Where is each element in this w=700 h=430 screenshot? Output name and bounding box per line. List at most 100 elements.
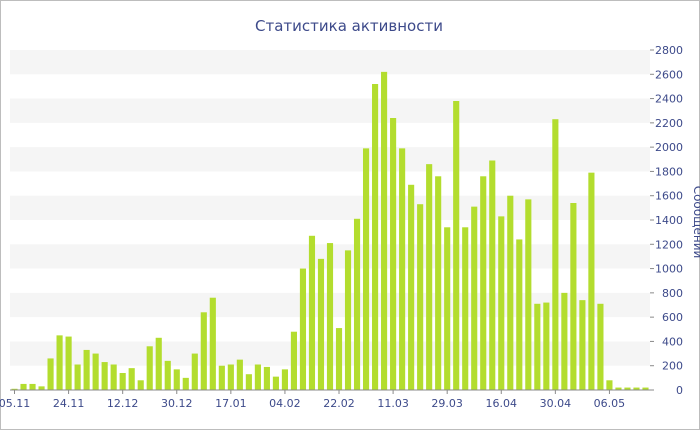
bar — [56, 335, 63, 390]
y-axis-label: Сообщений — [691, 186, 700, 259]
bar — [507, 195, 514, 390]
bar — [74, 364, 81, 390]
x-tick-label: 05.11 — [0, 397, 30, 410]
bar — [173, 369, 180, 390]
x-tick-label: 30.04 — [540, 397, 572, 410]
bar — [588, 172, 595, 390]
bar — [372, 84, 379, 390]
y-tick-label: 800 — [662, 287, 683, 300]
y-tick-label: 1800 — [655, 165, 683, 178]
grid-band — [10, 147, 650, 172]
y-tick-label: 400 — [662, 335, 683, 348]
chart-title: Статистика активности — [255, 17, 443, 35]
y-tick-label: 1000 — [655, 263, 683, 276]
bar — [426, 164, 433, 390]
bar — [543, 302, 550, 390]
bar — [65, 336, 72, 390]
bar — [155, 337, 162, 390]
y-tick-label: 200 — [662, 360, 683, 373]
bar — [480, 176, 487, 390]
bar — [444, 227, 451, 390]
bar — [146, 346, 153, 390]
bar — [263, 366, 270, 390]
x-tick-label: 06.05 — [594, 397, 626, 410]
y-tick-label: 2800 — [655, 44, 683, 57]
x-axis-ticks: 05.11 24.11 12.12 30.12 17.01 04.02 22.02 11.03… — [0, 390, 625, 410]
bar — [633, 387, 640, 390]
bar — [390, 118, 397, 390]
grid-band — [10, 50, 650, 75]
bar — [453, 101, 460, 390]
bar — [236, 359, 243, 390]
bar — [534, 303, 541, 390]
bar — [516, 239, 523, 390]
y-tick-label: 600 — [662, 311, 683, 324]
bar — [227, 364, 234, 390]
x-tick-label: 11.03 — [377, 397, 409, 410]
bar — [137, 380, 144, 390]
bar — [489, 160, 496, 390]
y-tick-label: 2600 — [655, 68, 683, 81]
grid-band — [10, 195, 650, 220]
x-tick-label: 16.04 — [486, 397, 518, 410]
bar — [29, 383, 36, 390]
x-tick-label: 12.12 — [107, 397, 139, 410]
bar — [462, 227, 469, 390]
bar — [281, 369, 288, 390]
bar — [299, 268, 307, 390]
x-tick-label: 22.02 — [323, 397, 355, 410]
bar — [642, 387, 649, 390]
bar — [624, 387, 631, 390]
bar — [38, 386, 45, 390]
bar — [47, 358, 54, 390]
bar — [209, 297, 216, 390]
y-tick-label: 1400 — [655, 214, 683, 227]
bar — [335, 328, 343, 390]
bar — [218, 365, 225, 390]
bar — [344, 250, 352, 390]
bar — [83, 349, 90, 390]
bar — [317, 258, 325, 390]
bar — [101, 362, 108, 390]
y-tick-label: 0 — [676, 384, 683, 397]
x-tick-label: 30.12 — [161, 397, 193, 410]
bar — [471, 206, 478, 390]
bar — [353, 218, 361, 390]
bar — [362, 148, 370, 390]
y-tick-label: 1200 — [655, 238, 683, 251]
bar — [615, 387, 622, 390]
y-tick-label: 2000 — [655, 141, 683, 154]
grid-bands — [10, 50, 650, 366]
bar — [290, 331, 298, 390]
x-tick-label: 24.11 — [53, 397, 85, 410]
bar — [128, 368, 135, 390]
bar — [381, 71, 388, 391]
y-axis-ticks: 0 200 400 600 800 1000 1200 1400 1600 1800 2000 220… — [650, 44, 683, 397]
bar — [326, 243, 334, 390]
bar — [435, 176, 442, 390]
y-tick-label: 2200 — [655, 117, 683, 130]
grid-band — [10, 98, 650, 123]
bar — [579, 300, 586, 390]
bar — [164, 360, 171, 390]
bar — [498, 216, 505, 390]
bar — [308, 235, 316, 390]
bar — [92, 353, 99, 390]
y-tick-label: 2400 — [655, 93, 683, 106]
bar — [200, 312, 207, 390]
bar — [597, 303, 604, 390]
bar — [570, 203, 577, 390]
bar — [11, 388, 18, 390]
bar — [525, 199, 532, 390]
bar — [417, 204, 424, 390]
bar — [254, 364, 261, 390]
bar — [119, 373, 126, 390]
bar — [110, 364, 117, 390]
bar — [245, 374, 252, 390]
x-tick-label: 17.01 — [215, 397, 247, 410]
bar — [182, 377, 189, 390]
bar — [552, 119, 559, 391]
bar — [272, 376, 279, 390]
bar — [191, 353, 198, 390]
bar — [20, 383, 27, 390]
